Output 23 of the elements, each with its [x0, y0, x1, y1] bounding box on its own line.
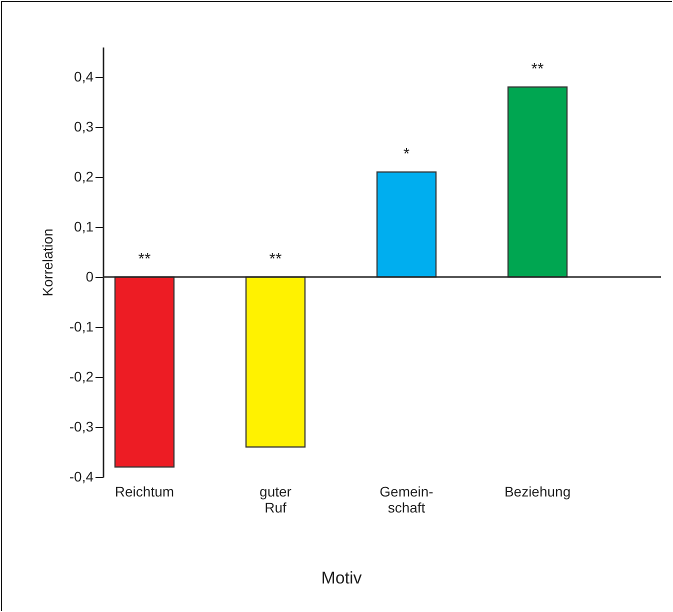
- x-tick-label: Beziehung: [504, 484, 571, 500]
- annotation: **: [531, 61, 544, 78]
- y-tick-label: 0,1: [74, 218, 94, 234]
- y-tick-label: 0: [86, 268, 94, 284]
- bar: [114, 276, 175, 468]
- bar: [245, 276, 306, 448]
- bar: [507, 86, 568, 278]
- x-tick-label: Gemein- schaft: [380, 484, 434, 516]
- y-tick-label: 0,2: [74, 168, 94, 184]
- annotation: *: [403, 146, 410, 163]
- x-tick-label: Reichtum: [114, 484, 174, 500]
- y-axis-title: Korrelation: [39, 228, 56, 296]
- annotation: **: [269, 251, 282, 268]
- y-tick-label: 0,4: [74, 68, 94, 84]
- x-tick-label: guter Ruf: [260, 484, 292, 516]
- y-tick-label: 0,3: [74, 118, 94, 134]
- y-tick-label: -0,2: [69, 368, 94, 384]
- annotation: **: [138, 251, 151, 268]
- y-tick-label: -0,1: [69, 318, 94, 334]
- bar: [376, 171, 437, 278]
- x-axis-title: Motiv: [321, 568, 362, 588]
- y-tick-label: -0,3: [69, 418, 94, 434]
- y-tick-label: -0,4: [69, 468, 94, 484]
